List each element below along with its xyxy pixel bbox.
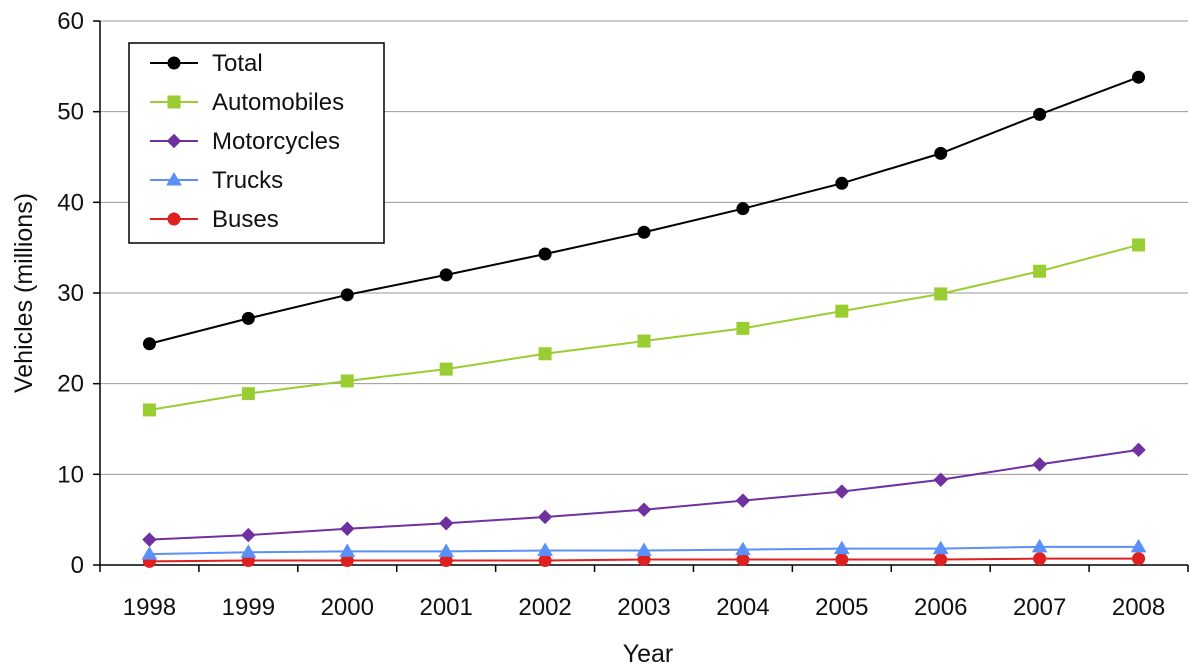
series-trucks xyxy=(141,538,1147,560)
data-point xyxy=(241,311,255,325)
data-point xyxy=(538,247,552,261)
y-tick-label: 30 xyxy=(57,280,84,307)
legend-entry: Motorcycles xyxy=(150,128,340,155)
x-tick-label: 2007 xyxy=(1013,594,1066,621)
legend-entry: Total xyxy=(150,50,263,77)
data-point xyxy=(1033,264,1047,278)
data-point xyxy=(735,493,751,508)
data-point xyxy=(1132,552,1146,566)
legend-label: Total xyxy=(212,50,263,77)
data-point xyxy=(932,540,949,555)
data-point xyxy=(933,472,948,487)
data-point xyxy=(934,553,948,567)
data-point xyxy=(1033,552,1047,566)
data-point xyxy=(736,202,750,216)
data-point xyxy=(835,304,849,318)
data-point xyxy=(1132,70,1146,84)
data-point xyxy=(340,374,354,388)
data-point xyxy=(142,532,157,547)
data-point xyxy=(735,541,751,556)
data-point xyxy=(833,540,850,555)
legend-label: Motorcycles xyxy=(212,128,340,155)
data-point xyxy=(1032,457,1047,472)
series-automobiles xyxy=(142,238,1146,417)
data-point xyxy=(1031,538,1048,553)
data-point xyxy=(1131,442,1146,458)
data-point xyxy=(1130,538,1147,553)
data-point xyxy=(438,516,454,531)
y-tick-label: 50 xyxy=(57,99,84,126)
x-tick-label: 2001 xyxy=(419,594,472,621)
y-tick-label: 60 xyxy=(57,8,84,35)
series-line xyxy=(149,243,1139,411)
data-point xyxy=(537,509,553,525)
x-tick-labels: 1998 1999 2000 2001 2002 2003 2004 2005 2006 2007… xyxy=(123,594,1165,621)
legend-entry: Buses xyxy=(150,206,279,233)
data-point xyxy=(736,553,750,567)
data-point xyxy=(438,543,455,557)
data-point xyxy=(340,288,354,302)
x-tick-label: 2008 xyxy=(1112,594,1165,621)
legend-label: Buses xyxy=(212,206,279,233)
y-tick-labels: 0 10 20 30 40 50 60 xyxy=(57,8,84,579)
data-point xyxy=(736,321,750,335)
legend-entry: Trucks xyxy=(150,167,283,194)
data-point xyxy=(240,544,257,558)
data-point xyxy=(934,146,948,160)
series xyxy=(141,70,1147,568)
series-motorcycles xyxy=(142,442,1146,547)
data-point xyxy=(637,225,651,239)
data-point xyxy=(538,553,552,567)
x-tick-label: 2006 xyxy=(914,594,967,621)
series-total xyxy=(142,70,1146,351)
x-axis-title: Year xyxy=(623,640,674,668)
data-point xyxy=(1132,238,1146,252)
data-point xyxy=(340,521,355,536)
legend-label: Trucks xyxy=(212,167,283,194)
legend-label: Automobiles xyxy=(212,89,344,116)
x-tick-label: 1999 xyxy=(222,594,275,621)
legend-entry: Automobiles xyxy=(150,89,344,116)
data-point xyxy=(142,403,156,417)
data-point xyxy=(142,337,156,351)
y-tick-label: 20 xyxy=(57,371,84,398)
y-tick-label: 10 xyxy=(57,461,84,488)
legend-marker xyxy=(166,133,182,149)
x-tick-label: 2004 xyxy=(716,594,769,621)
y-axis-title: Vehicles (millions) xyxy=(10,193,38,393)
x-tick-label: 2005 xyxy=(815,594,868,621)
x-tick-label: 2000 xyxy=(321,594,374,621)
legend-marker xyxy=(167,212,181,226)
data-point xyxy=(439,362,453,376)
data-point xyxy=(339,543,356,557)
data-point xyxy=(537,542,553,556)
legend: Total Automobiles Motorcycles Trucks Buses xyxy=(128,42,385,244)
x-tick-label: 2002 xyxy=(518,594,571,621)
data-point xyxy=(834,484,850,499)
y-tick-label: 40 xyxy=(57,189,84,216)
legend-marker xyxy=(166,172,182,186)
legend-marker xyxy=(167,95,181,109)
data-point xyxy=(439,268,453,282)
data-point xyxy=(835,176,849,190)
data-point xyxy=(241,387,255,401)
data-point xyxy=(1033,107,1047,121)
data-point xyxy=(636,542,652,556)
data-point xyxy=(241,527,256,543)
data-point xyxy=(835,553,849,567)
data-point xyxy=(637,334,651,348)
data-point xyxy=(636,502,652,517)
series-line xyxy=(149,448,1139,541)
data-point xyxy=(538,347,552,361)
y-tick-label: 0 xyxy=(71,552,84,579)
data-point xyxy=(934,287,948,301)
data-point xyxy=(141,546,158,560)
x-tick-label: 2003 xyxy=(617,594,670,621)
legend-marker xyxy=(167,56,181,70)
x-tick-label: 1998 xyxy=(123,594,176,621)
